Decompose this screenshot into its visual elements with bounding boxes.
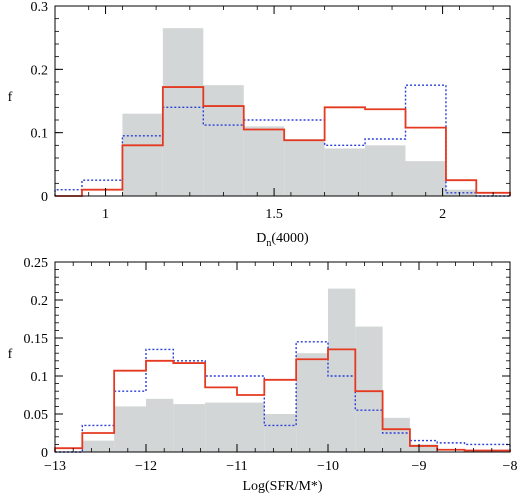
y-tick-label: 0.1 [31,127,49,142]
x-axis-label-subscript: n [266,238,271,249]
y-tick-label: 0.15 [24,332,49,347]
x-tick-label: −12 [135,459,157,474]
gray-bar [409,444,438,452]
gray-bar [162,28,204,196]
gray-bar [382,417,410,452]
y-tick-label: 0.3 [31,0,49,15]
plot-frame [54,5,511,197]
panel-bottom: −13 −12 −11 −10 −9 −8 0 0.05 0.1 0.15 0.2 0.25 f Log(… [8,256,518,494]
y-tick-label: 0 [41,446,48,461]
y-tick-label: 0.1 [31,370,49,385]
gray-bar [405,161,446,196]
series-gray-fill [82,288,438,452]
gray-bar [445,189,477,196]
y-tick-label: 0.2 [31,294,49,309]
gray-bar [264,414,297,452]
gray-bar [355,326,383,452]
x-axis-label: Dn(4000) [256,231,309,249]
y-axis-label: f [8,90,13,105]
gray-bar [284,139,325,196]
x-axis-label: Log(SFR/M*) [242,479,322,494]
gray-bar [173,404,206,452]
y-axis-label: f [8,347,13,362]
gray-bar [296,353,328,452]
x-tick-label: 1.5 [265,207,283,222]
gray-bar [243,126,285,196]
x-axis-label-main: D [256,231,266,246]
gray-bar [146,398,174,452]
y-tick-label: 0.25 [24,256,49,271]
x-tick-label: −9 [412,459,427,474]
x-tick-label: 1 [102,207,109,222]
x-tick-label: −8 [503,459,518,474]
x-tick-label: −13 [44,459,66,474]
series-blue-dotted [55,341,511,453]
gray-bar [365,145,406,196]
series-red-solid [54,348,511,452]
x-tick-label: 2 [439,207,446,222]
plot-frame [54,261,511,453]
x-tick-label: −11 [226,459,247,474]
y-tick-label: 0 [41,190,48,205]
series-blue-dotted [54,84,510,197]
x-axis-label-rest: (4000) [271,231,309,246]
y-tick-label: 0.05 [24,408,49,423]
panel-top: 1 1.5 2 0 0.1 0.2 0.3 f Dn(4000) [8,0,511,249]
x-tick-label: −10 [317,459,339,474]
gray-bar [328,288,356,452]
gray-bar [122,113,163,196]
gray-bar [205,402,237,452]
gray-bar [203,85,244,196]
gray-bar [114,406,146,452]
gray-bar [324,148,366,196]
series-red-solid [55,86,511,197]
y-tick-label: 0.2 [31,63,49,78]
gray-bar [237,402,265,452]
series-gray-fill [122,28,477,196]
gray-bar [82,440,115,452]
